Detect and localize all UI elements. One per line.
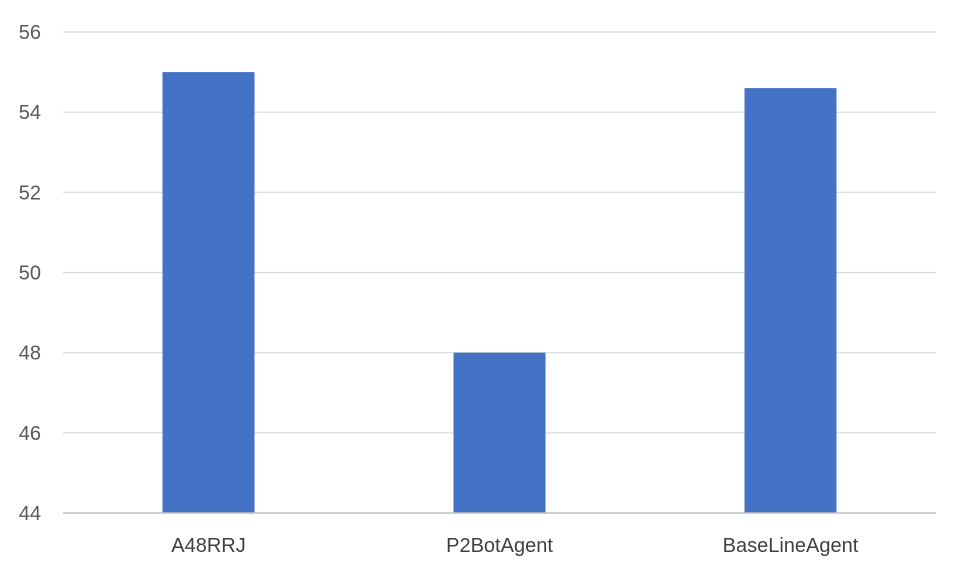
x-axis-category-labels: A48RRJ P2BotAgent BaseLineAgent bbox=[171, 535, 859, 557]
x-tick-label: A48RRJ bbox=[171, 535, 245, 557]
x-tick-label: BaseLineAgent bbox=[723, 535, 859, 557]
x-tick-label: P2BotAgent bbox=[446, 535, 553, 557]
y-tick-label: 54 bbox=[19, 102, 41, 124]
y-tick-label: 44 bbox=[19, 503, 41, 525]
bar-p2botagent bbox=[453, 352, 546, 513]
y-tick-label: 48 bbox=[19, 343, 41, 365]
bar-a48rrj bbox=[162, 72, 255, 513]
bars bbox=[162, 72, 837, 513]
y-tick-label: 46 bbox=[19, 423, 41, 445]
y-tick-label: 56 bbox=[19, 22, 41, 44]
y-tick-label: 52 bbox=[19, 182, 41, 204]
y-tick-label: 50 bbox=[19, 263, 41, 285]
y-axis-tick-labels: 44 46 48 50 52 54 56 bbox=[19, 22, 41, 525]
bar-baselineagent bbox=[744, 88, 837, 513]
